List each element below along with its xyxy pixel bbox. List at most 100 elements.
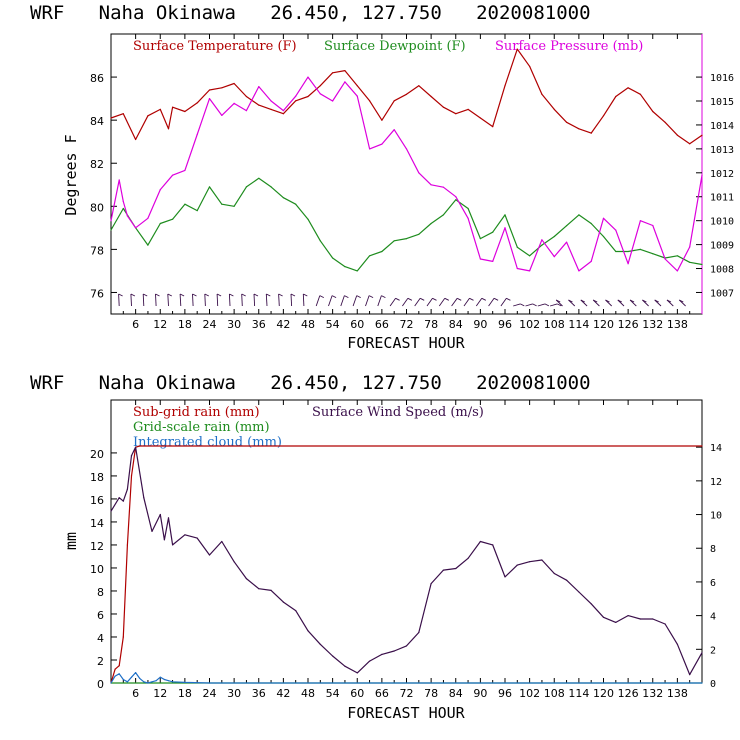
wind-barb-flag xyxy=(679,299,684,303)
data-point-surface-wind-speed-m-s xyxy=(405,645,408,647)
wind-barb xyxy=(216,293,219,307)
wind-barb xyxy=(438,298,446,307)
data-point-surface-dewpoint-f xyxy=(566,225,568,227)
top-x-tick-label: 72 xyxy=(400,318,414,331)
data-point-surface-dewpoint-f xyxy=(258,177,260,179)
data-point-surface-pressure-mb xyxy=(492,260,494,262)
data-point-surface-pressure-mb xyxy=(172,174,174,176)
data-point-surface-temperature-f xyxy=(615,95,617,98)
bottom-y2-tick-label: 14 xyxy=(710,443,722,454)
top-y2-tick-label: 1007 xyxy=(710,288,734,299)
bottom-x-axis-label: FORECAST HOUR xyxy=(347,704,465,722)
wind-barb xyxy=(463,298,470,307)
data-point-surface-temperature-f xyxy=(689,143,691,145)
wind-barb-flag xyxy=(368,295,374,299)
data-point-surface-wind-speed-m-s xyxy=(479,540,481,543)
bottom-y-ticks: 0 2 4 6 8 10 12 14 16 18 20 xyxy=(90,448,117,691)
data-point-surface-temperature-f xyxy=(319,85,321,87)
data-point-surface-dewpoint-f xyxy=(590,222,592,225)
data-point-surface-pressure-mb xyxy=(455,196,457,198)
wind-barb xyxy=(525,303,533,307)
wind-barb xyxy=(179,293,182,307)
data-point-surface-pressure-mb xyxy=(122,200,124,203)
data-point-surface-dewpoint-f xyxy=(516,246,518,248)
data-point-sub-grid-rain-mm xyxy=(114,668,116,670)
data-point-surface-dewpoint-f xyxy=(455,199,457,201)
data-point-sub-grid-rain-mm xyxy=(701,445,703,447)
wind-barb-flag xyxy=(666,299,672,303)
data-point-surface-pressure-mb xyxy=(307,76,309,78)
data-point-surface-dewpoint-f xyxy=(233,205,235,207)
bottom-y-tick-label: 0 xyxy=(97,678,104,691)
data-point-sub-grid-rain-mm xyxy=(130,475,133,477)
wind-barb xyxy=(537,303,546,307)
data-point-surface-wind-speed-m-s xyxy=(270,589,272,592)
data-point-surface-dewpoint-f xyxy=(282,197,284,199)
data-point-integrated-cloud-mm xyxy=(118,673,120,675)
wind-barb xyxy=(167,293,169,307)
top-y-tick-label: 86 xyxy=(90,72,104,85)
data-point-surface-dewpoint-f xyxy=(393,240,395,242)
data-point-surface-temperature-f xyxy=(208,89,211,91)
data-point-surface-pressure-mb xyxy=(639,220,642,222)
data-point-surface-pressure-mb xyxy=(602,217,605,219)
wind-barb-flag xyxy=(654,299,659,303)
data-point-integrated-cloud-mm xyxy=(130,676,133,678)
data-point-surface-temperature-f xyxy=(369,100,371,102)
top-y2-tick-label: 1013 xyxy=(710,145,734,156)
bottom-y2-tick-label: 4 xyxy=(710,612,716,623)
data-point-surface-wind-speed-m-s xyxy=(590,603,592,605)
data-point-surface-temperature-f xyxy=(159,108,161,110)
data-point-surface-dewpoint-f xyxy=(492,231,494,233)
data-point-surface-dewpoint-f xyxy=(467,207,469,210)
data-point-surface-dewpoint-f xyxy=(627,250,629,253)
bottom-title: WRF Naha Okinawa 26.450, 127.750 2020081… xyxy=(30,372,591,394)
wind-barb xyxy=(389,298,396,307)
data-point-integrated-cloud-mm xyxy=(114,675,116,677)
bottom-panel: WRF Naha Okinawa 26.450, 127.750 2020081… xyxy=(30,372,722,722)
data-point-surface-wind-speed-m-s xyxy=(167,517,170,519)
data-point-surface-pressure-mb xyxy=(147,217,149,219)
data-point-surface-wind-speed-m-s xyxy=(578,591,580,593)
data-point-surface-temperature-f xyxy=(676,134,679,136)
top-x-tick-label: 12 xyxy=(153,318,167,331)
data-point-surface-pressure-mb xyxy=(270,100,272,102)
top-y-axis-label: Degrees F xyxy=(62,134,80,215)
data-point-surface-dewpoint-f xyxy=(689,261,691,263)
data-point-surface-temperature-f xyxy=(130,130,133,132)
data-point-integrated-cloud-mm xyxy=(184,681,186,684)
data-point-surface-dewpoint-f xyxy=(221,203,223,205)
data-point-surface-temperature-f xyxy=(381,119,383,121)
data-point-integrated-cloud-mm xyxy=(701,682,703,684)
wind-barb-flag xyxy=(419,297,425,301)
data-point-surface-temperature-f xyxy=(602,115,605,117)
wind-barb xyxy=(549,303,558,307)
top-panel: WRF Naha Okinawa 26.450, 127.750 2020081… xyxy=(30,2,734,352)
data-point-surface-wind-speed-m-s xyxy=(442,569,444,571)
bottom-x-ticks: 6 12 18 24 30 36 42 48 54 60 66 72 78 84 90 96 102 108 114… xyxy=(122,400,691,700)
data-point-surface-wind-speed-m-s xyxy=(430,583,432,585)
top-x-tick-label: 48 xyxy=(301,318,315,331)
data-point-surface-wind-speed-m-s xyxy=(566,579,568,581)
wind-barb-flag xyxy=(481,297,487,301)
bottom-series-group xyxy=(110,445,703,684)
data-point-surface-wind-speed-m-s xyxy=(529,561,531,563)
data-point-surface-wind-speed-m-s xyxy=(615,621,617,624)
top-y2-tick-label: 1016 xyxy=(710,73,734,84)
data-point-surface-pressure-mb xyxy=(578,270,580,272)
series-line-surface-pressure-mb xyxy=(110,76,703,272)
bottom-x-tick-label: 102 xyxy=(519,687,540,700)
bottom-x-tick-label: 24 xyxy=(203,687,217,700)
data-point-surface-pressure-mb xyxy=(689,246,691,248)
data-point-surface-dewpoint-f xyxy=(615,250,617,253)
data-point-surface-pressure-mb xyxy=(332,100,334,102)
data-point-integrated-cloud-mm xyxy=(208,682,211,684)
data-point-surface-temperature-f xyxy=(147,115,149,117)
data-point-integrated-cloud-mm xyxy=(139,677,141,680)
top-y-ticks: 76 78 80 82 84 86 xyxy=(90,72,117,300)
data-point-surface-dewpoint-f xyxy=(319,240,321,242)
data-point-surface-temperature-f xyxy=(110,117,112,119)
bottom-y2-ticks: 0 2 4 6 8 10 12 14 xyxy=(696,443,722,690)
data-point-surface-wind-speed-m-s xyxy=(455,567,457,570)
data-point-surface-temperature-f xyxy=(504,85,506,87)
